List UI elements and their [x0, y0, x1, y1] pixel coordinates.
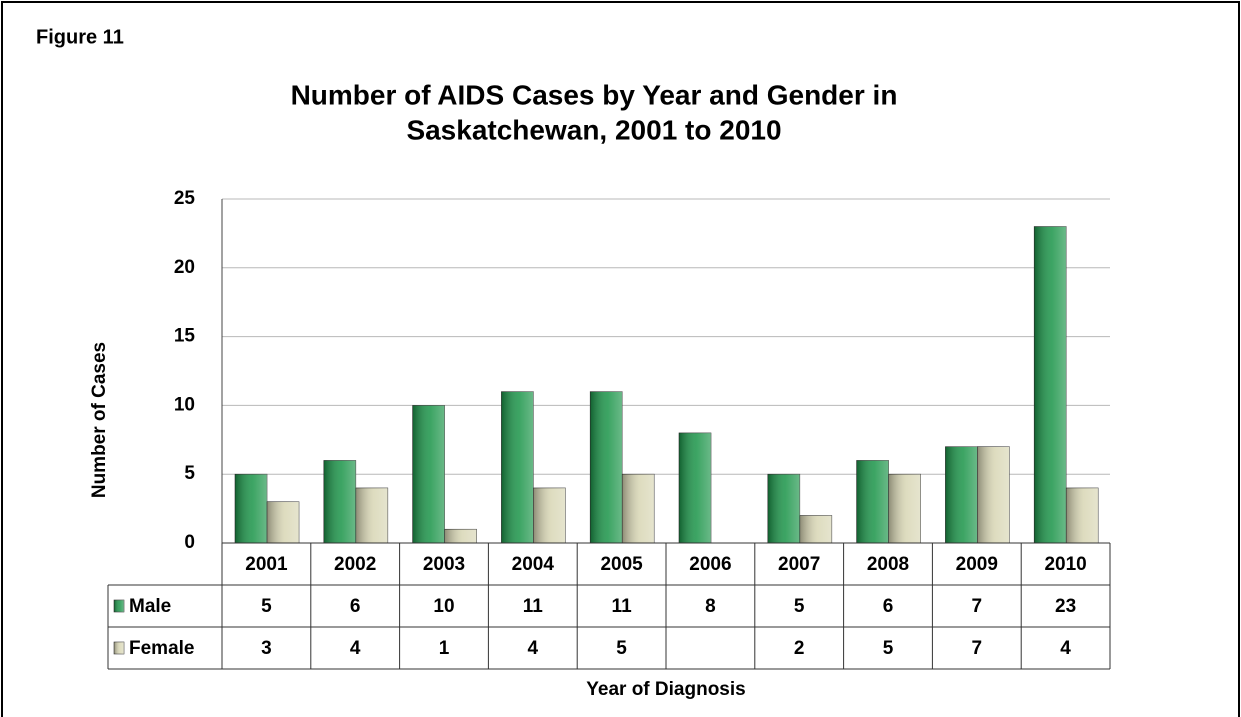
x-tick-label: 2008 — [867, 554, 909, 575]
legend-key-shade — [114, 600, 124, 612]
chart-title: Number of AIDS Cases by Year and Gender … — [291, 79, 898, 110]
bar — [1065, 487, 1099, 544]
y-tick-label: 15 — [174, 326, 196, 347]
bar — [533, 487, 566, 544]
bar — [678, 432, 712, 544]
bar — [1033, 226, 1067, 544]
table-value: 10 — [433, 596, 454, 617]
legend-label: Male — [129, 596, 171, 617]
bar — [888, 473, 921, 544]
x-tick-label: 2005 — [600, 554, 643, 575]
bar — [266, 501, 300, 544]
table-value: 3 — [261, 638, 272, 659]
bar — [234, 473, 268, 544]
figure-label: Figure 11 — [36, 26, 124, 48]
table-value: 6 — [350, 596, 361, 617]
legend-key-shade — [114, 642, 124, 654]
table-value: 23 — [1055, 596, 1076, 617]
table-value: 4 — [528, 638, 539, 659]
bar — [501, 391, 534, 544]
y-tick-label: 20 — [174, 257, 195, 278]
bar — [799, 515, 833, 544]
table-value: 11 — [523, 596, 544, 617]
bar — [767, 473, 801, 544]
table-value: 2 — [794, 638, 805, 659]
x-tick-label: 2007 — [778, 554, 820, 575]
legend-label: Female — [129, 638, 194, 659]
y-tick-label: 25 — [174, 188, 196, 209]
bar — [589, 391, 623, 544]
table-value: 11 — [612, 596, 633, 617]
table-value: 5 — [261, 596, 272, 617]
x-tick-label: 2002 — [334, 554, 376, 575]
x-axis-title: Year of Diagnosis — [586, 679, 745, 700]
x-tick-label: 2001 — [245, 554, 288, 575]
y-tick-label: 10 — [174, 394, 195, 415]
table-value: 4 — [350, 638, 361, 659]
bar — [444, 528, 477, 544]
bar — [977, 446, 1010, 544]
table-value: 4 — [1060, 638, 1071, 659]
bar — [945, 446, 978, 544]
table-value: 6 — [883, 596, 894, 617]
table-value: 8 — [705, 596, 716, 617]
y-axis-title: Number of Cases — [89, 342, 110, 498]
table-value: 5 — [883, 638, 894, 659]
table-value: 7 — [972, 596, 983, 617]
table-value: 5 — [794, 596, 805, 617]
bar — [412, 405, 445, 544]
x-tick-label: 2003 — [423, 554, 465, 575]
table-value: 7 — [972, 638, 983, 659]
bar — [323, 460, 357, 544]
bar — [621, 473, 655, 544]
y-tick-label: 0 — [184, 532, 195, 553]
x-tick-label: 2006 — [689, 554, 731, 575]
x-tick-label: 2004 — [512, 554, 555, 575]
y-tick-label: 5 — [184, 463, 195, 484]
bar — [856, 460, 889, 544]
bar — [355, 487, 389, 544]
chart-title: Saskatchewan, 2001 to 2010 — [406, 114, 781, 145]
table-value: 1 — [439, 638, 450, 659]
x-tick-label: 2009 — [956, 554, 998, 575]
table-value: 5 — [616, 638, 627, 659]
x-tick-label: 2010 — [1044, 554, 1086, 575]
